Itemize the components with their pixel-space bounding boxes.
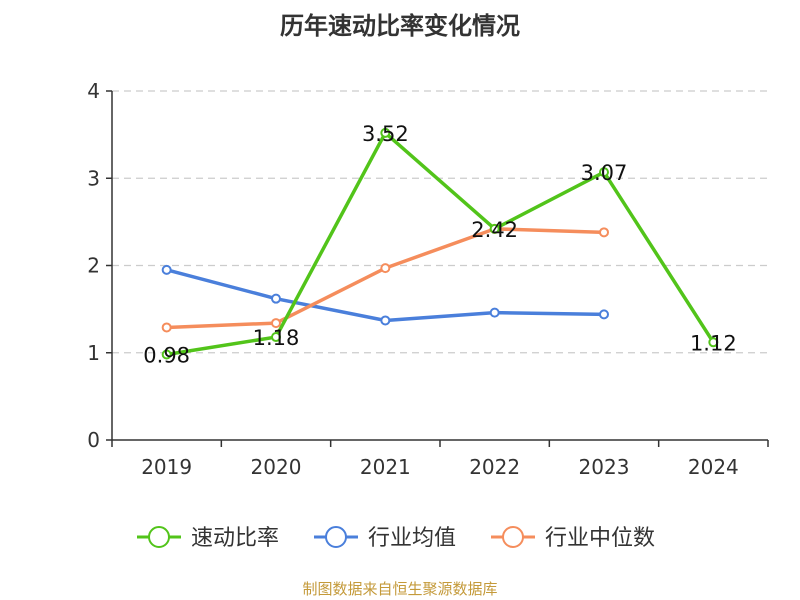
data-point[interactable] [599,167,609,178]
y-tick-label: 1 [87,341,100,365]
series-lines [161,127,719,360]
x-tick-label-2022: 2022 [469,455,520,479]
data-point[interactable] [161,322,172,333]
legend-marker [148,526,170,548]
data-point[interactable] [380,263,391,274]
x-tick-label-2019: 2019 [141,455,192,479]
data-point[interactable] [271,318,281,329]
data-point[interactable] [489,223,500,234]
x-tick-label-2020: 2020 [251,455,302,479]
series-line-1 [166,268,605,323]
y-tick-label: 2 [87,254,100,278]
legend-label: 行业均值 [368,526,456,551]
data-label-2020: 1.18 [253,326,300,350]
legend-label: 速动比率 [191,526,279,551]
legend-item-1[interactable]: 行业均值 [314,526,456,551]
data-point[interactable] [380,127,391,138]
grid-lines [112,90,768,354]
data-point[interactable] [161,264,172,275]
y-tick-label: 4 [87,79,100,103]
x-tick-label-2023: 2023 [579,455,630,479]
data-point[interactable] [599,309,609,320]
series-line-0 [166,131,715,357]
legend-item-2[interactable]: 行业中位数 [491,526,655,551]
data-point[interactable] [708,337,719,348]
x-tick-label-2024: 2024 [688,455,739,479]
data-point[interactable] [271,332,281,343]
data-label-2021: 3.52 [362,122,409,146]
source-note: 制图数据来自恒生聚源数据库 [302,580,498,598]
legend-item-0[interactable]: 速动比率 [137,526,279,551]
data-label-2019: 0.98 [143,343,190,367]
data-label-2023: 3.07 [581,161,628,185]
y-tick-label: 3 [87,166,100,190]
y-tick-label: 0 [87,428,100,452]
axes: 0 1 2 3 4 2019 2020 2021 2022 2023 2024 [87,79,769,479]
data-point[interactable] [380,315,391,326]
legend-label: 行业中位数 [545,526,655,551]
data-point[interactable] [271,293,281,304]
x-tick-label-2021: 2021 [360,455,411,479]
data-labels: 0.98 1.18 3.52 2.42 3.07 1.12 [143,122,736,368]
data-label-2022: 2.42 [471,218,518,242]
data-point[interactable] [599,227,609,238]
legend-marker [325,526,347,548]
legend-marker [502,526,524,548]
data-label-2024: 1.12 [690,331,737,355]
legend[interactable]: 速动比率 行业均值 行业中位数 [137,526,655,551]
data-point[interactable] [161,349,172,360]
chart-title: 历年速动比率变化情况 [280,12,520,40]
data-point[interactable] [489,307,500,318]
